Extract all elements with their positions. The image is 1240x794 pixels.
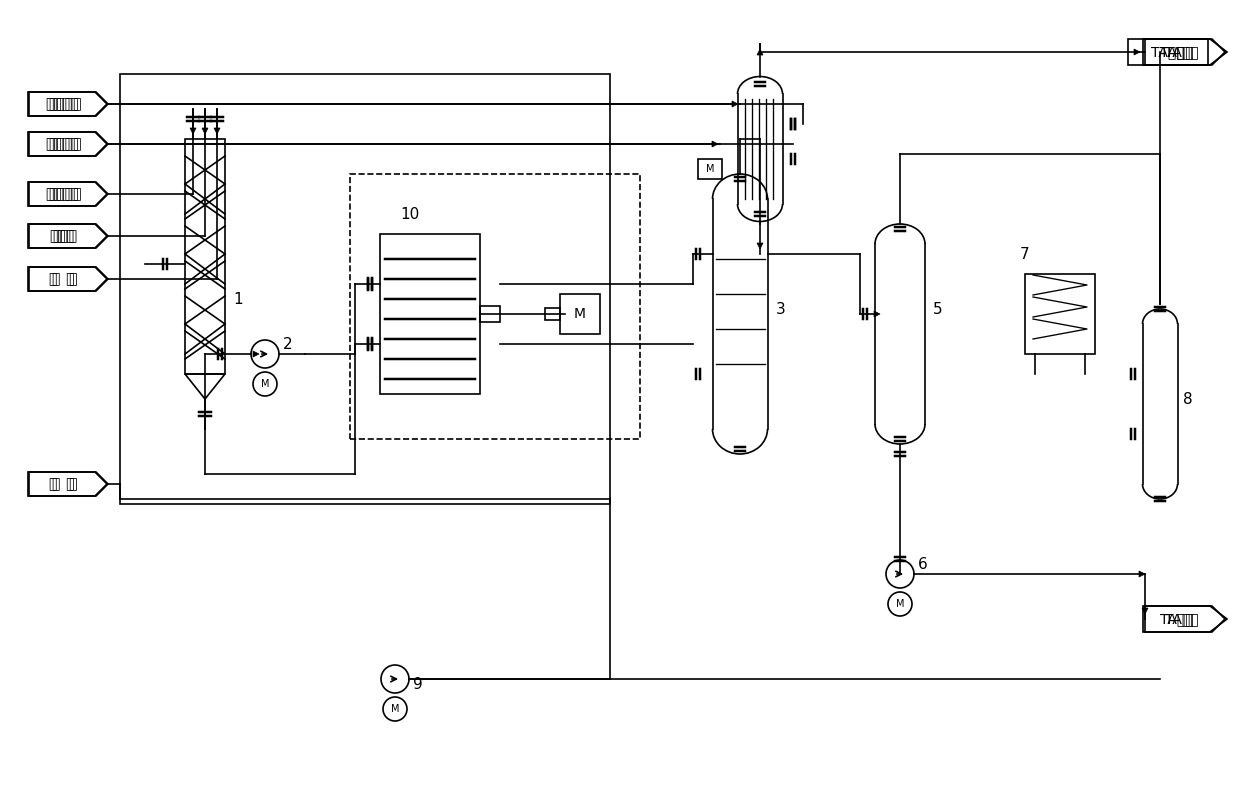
Bar: [546, 308, 560, 320]
Text: TA产品: TA产品: [1161, 45, 1194, 59]
Text: 1: 1: [233, 292, 243, 307]
Bar: [480, 306, 500, 322]
Text: M: M: [391, 704, 399, 714]
Text: 醋  酸: 醋 酸: [52, 272, 78, 286]
Text: 催化剂: 催化剂: [50, 229, 74, 243]
Text: M: M: [574, 307, 587, 321]
Text: TA产品: TA产品: [1151, 45, 1184, 59]
Text: 冷却回水: 冷却回水: [45, 97, 79, 111]
Text: 9: 9: [413, 677, 423, 692]
Text: 8: 8: [1183, 392, 1192, 407]
Polygon shape: [712, 141, 718, 147]
Text: 对二甲苯: 对二甲苯: [45, 187, 79, 201]
Text: 空  气: 空 气: [52, 477, 78, 491]
Text: M: M: [706, 164, 714, 174]
Polygon shape: [215, 128, 219, 134]
Text: 10: 10: [401, 207, 419, 222]
Bar: [120, 74, 610, 504]
Bar: [698, 159, 722, 179]
Text: M: M: [260, 379, 269, 389]
Text: 6: 6: [918, 557, 928, 572]
Text: 冷却回水: 冷却回水: [48, 97, 82, 111]
Polygon shape: [1140, 571, 1145, 577]
Bar: [185, 139, 224, 374]
Polygon shape: [202, 128, 208, 134]
Bar: [1025, 274, 1095, 354]
Text: 催化剂: 催化剂: [52, 229, 78, 243]
Text: 3: 3: [775, 302, 785, 317]
Polygon shape: [732, 101, 738, 107]
Polygon shape: [253, 351, 259, 357]
Text: 2: 2: [283, 337, 293, 352]
Polygon shape: [756, 243, 763, 249]
Polygon shape: [1142, 608, 1148, 614]
Bar: [1128, 39, 1208, 65]
Polygon shape: [874, 311, 880, 317]
Text: 5: 5: [932, 302, 942, 317]
Polygon shape: [1135, 49, 1140, 55]
Text: 空  气: 空 气: [50, 477, 74, 491]
Text: TA产品: TA产品: [1164, 612, 1199, 626]
Bar: [350, 174, 640, 439]
Text: TA产品: TA产品: [1164, 45, 1199, 59]
Polygon shape: [756, 49, 763, 55]
Text: 醋  酸: 醋 酸: [50, 272, 74, 286]
Text: 冷却上水: 冷却上水: [45, 137, 79, 151]
Text: 对二甲苯: 对二甲苯: [48, 187, 82, 201]
Bar: [560, 294, 600, 334]
Text: M: M: [895, 599, 904, 609]
Text: TA产品: TA产品: [1161, 612, 1194, 626]
Text: 冷却上水: 冷却上水: [48, 137, 82, 151]
Text: 7: 7: [1021, 247, 1029, 262]
Polygon shape: [190, 128, 196, 134]
Bar: [379, 234, 480, 394]
